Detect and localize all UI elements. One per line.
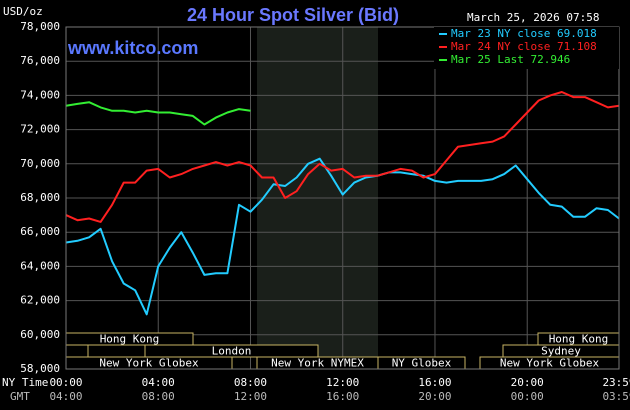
session-label: Sydney [541,345,581,358]
unit-label: USD/oz [3,5,43,18]
session-label: New York NYMEX [271,357,364,370]
x-tick-label: 20:00 [511,376,544,389]
y-tick-label: 68,000 [20,191,60,204]
gmt-tick-label: 08:00 [142,390,175,403]
x2-label: GMT [10,390,30,403]
sessions: Hong Kong London New York Globex New York N… [65,332,620,370]
y-tick-label: 62,000 [20,294,60,307]
gmt-tick-label: 12:00 [234,390,267,403]
session-label: London [212,345,252,358]
x-tick-label: 12:00 [326,376,359,389]
y-tick-label: 74,000 [20,88,60,101]
session-box [65,344,89,358]
gmt-tick-label: 20:00 [418,390,451,403]
legend-label: Mar 23 NY close 69.018 [451,27,597,40]
y-tick-label: 72,000 [20,123,60,136]
gmt-tick-label: 03:59 [602,390,630,403]
y-tick-label: 76,000 [20,54,60,67]
x-tick-label: 08:00 [234,376,267,389]
series-line [65,101,251,126]
gmt-tick-label: 00:00 [511,390,544,403]
y-tick-label: 70,000 [20,157,60,170]
session-label: New York Globex [500,357,600,370]
timestamp: March 25, 2026 07:58 [467,11,599,24]
x-tick-label: 04:00 [142,376,175,389]
plot-frame [65,26,620,370]
x-tick-label: 00:00 [49,376,82,389]
session-label: Hong Kong [549,333,609,346]
x-tick-label: 23:59 [602,376,630,389]
legend-label: Mar 24 NY close 71.108 [451,40,597,53]
legend-label: Mar 25 Last 72.946 [451,53,570,66]
y-tick-label: 78,000 [20,20,60,33]
session-label: Hong Kong [100,333,160,346]
session-label: New York Globex [99,357,199,370]
x-tick-label: 16:00 [418,376,451,389]
x-label: NY Time [2,376,48,389]
chart-title: 24 Hour Spot Silver (Bid) [187,5,399,25]
y-tick-label: 58,000 [20,362,60,375]
session-label: NY Globex [392,357,452,370]
gmt-tick-label: 16:00 [326,390,359,403]
series-line [65,157,620,316]
legend-box [434,27,619,69]
y-tick-label: 60,000 [20,328,60,341]
series-line [65,91,620,223]
lines [65,91,620,316]
y-tick-label: 66,000 [20,225,60,238]
y-tick-label: 64,000 [20,259,60,272]
gmt-tick-label: 04:00 [49,390,82,403]
watermark: www.kitco.com [67,38,198,58]
